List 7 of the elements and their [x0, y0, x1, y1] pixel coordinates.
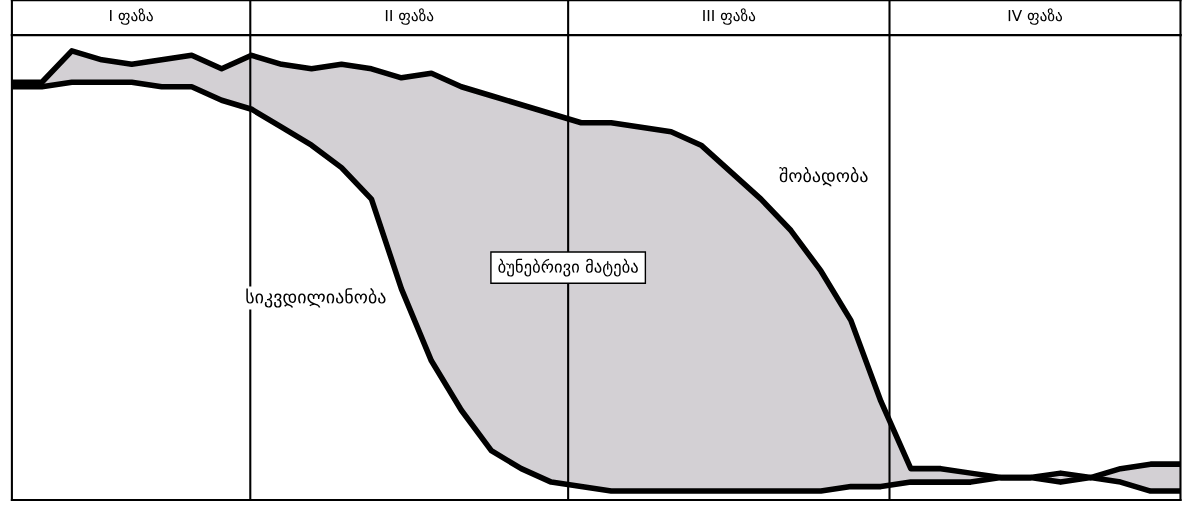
series-label: შობადობა: [779, 166, 868, 187]
series-label: სიკვდილიანობა: [246, 288, 386, 308]
text: I ფაზა: [110, 8, 153, 25]
annotation: ბუნებრივი მატება: [498, 258, 638, 277]
text: III ფაზა: [703, 8, 756, 25]
text: IV ფაზა: [1008, 8, 1063, 25]
text: II ფაზა: [385, 8, 434, 25]
